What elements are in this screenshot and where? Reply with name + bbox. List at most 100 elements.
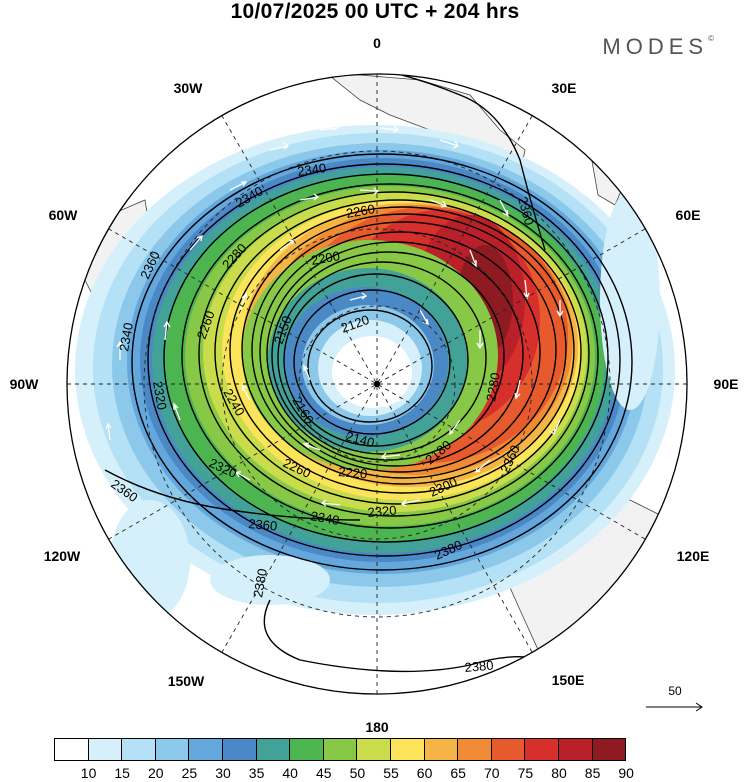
colorbar-swatch	[389, 738, 425, 761]
colorbar-tick-label: 40	[282, 765, 298, 781]
map-disc	[67, 74, 687, 694]
colorbar-swatch	[154, 738, 190, 761]
colorbar-tick-label: 30	[215, 765, 231, 781]
colorbar-tick-label: 20	[148, 765, 164, 781]
contour-label: 2360	[515, 195, 537, 227]
wind-arrow	[549, 419, 561, 436]
wind-arrow	[349, 292, 368, 301]
colorbar-tick-label: 15	[114, 765, 130, 781]
brand-text: MODES	[602, 34, 709, 59]
contour-ring	[266, 241, 524, 467]
contour-ring	[214, 199, 582, 505]
contour-ring	[163, 173, 609, 543]
wind-arrow	[241, 384, 251, 401]
wind-arrow	[476, 330, 484, 350]
contour-ring	[307, 309, 433, 423]
colorbar-swatch	[289, 738, 324, 761]
contour-ring	[271, 251, 505, 461]
contour-label: 2140	[344, 428, 376, 450]
wind-arrow	[499, 199, 509, 218]
lon-label-120e: 120E	[677, 548, 710, 564]
wind-arrow	[319, 124, 340, 131]
contour-2360-sw	[104, 469, 361, 521]
arrow-right-icon	[646, 702, 703, 712]
colorbar-swatch	[356, 738, 391, 761]
contour-ring	[198, 191, 590, 517]
contour-ring	[229, 206, 575, 494]
contour-ring	[283, 273, 469, 447]
brand-logo: MODES©	[602, 34, 714, 60]
contour-label: 2340	[116, 321, 136, 352]
colorbar-tick-label: 50	[349, 765, 366, 781]
reference-vector-label: 50	[668, 684, 682, 698]
contour-label: 2220	[338, 464, 368, 481]
lon-label-150w: 150W	[168, 673, 205, 689]
chart-title: 10/07/2025 00 UTC + 204 hrs	[230, 0, 520, 23]
contour-ring	[293, 289, 451, 435]
colorbar-swatch	[54, 738, 89, 761]
lon-label-30e: 30E	[552, 80, 577, 96]
colorbar-tick-label: 85	[584, 765, 601, 781]
wind-arrow	[379, 125, 400, 133]
wind-arrow	[229, 181, 248, 191]
wind-arrow	[320, 499, 341, 507]
longitude-labels: 0 30E 60E 90E 120E 150E 180 150W 120W 90…	[10, 35, 739, 735]
wind-arrow	[475, 459, 491, 473]
contour-2380-south	[263, 599, 549, 673]
wind-arrow	[189, 234, 203, 251]
wind-arrow	[269, 142, 290, 151]
colorbar-tick-label: 90	[618, 765, 634, 781]
wind-arrow	[523, 279, 530, 300]
wind-arrow	[449, 419, 461, 436]
contour-label: 2260	[345, 201, 376, 221]
contour-ring	[241, 213, 567, 485]
height-contours	[104, 74, 633, 673]
core-white	[332, 336, 412, 408]
contour-label: 2280	[483, 371, 503, 402]
meridian-30e-150w	[221, 115, 533, 653]
colorbar-swatch	[121, 738, 156, 761]
copyright-mark: ©	[708, 34, 714, 43]
wind-arrow	[556, 300, 564, 318]
wind-arrow	[302, 442, 321, 451]
colorbar-tick-label: 45	[316, 765, 332, 781]
meridian-60e-120w	[108, 228, 646, 540]
latitude-circle	[143, 150, 611, 618]
reference-vector: 50	[640, 684, 710, 714]
wind-speed-shading	[75, 125, 675, 620]
wind-arrow	[163, 320, 171, 341]
graticule	[67, 74, 687, 694]
colorbar-tick-label: 55	[383, 765, 399, 781]
contour-ring	[131, 153, 633, 571]
wind-arrow	[514, 379, 521, 400]
colorbar-labels: 10 15 20 25 30 35 40 45 50 55 60 65 70 75 80 85 90	[55, 765, 750, 782]
contour-ring	[147, 163, 621, 557]
lon-label-120w: 120W	[44, 548, 81, 564]
south-pole-dot	[374, 381, 380, 387]
contour-ring	[277, 261, 487, 455]
colorbar-swatch	[322, 738, 358, 761]
contour-label: 2340	[296, 160, 327, 179]
contour-label: 2200	[310, 248, 341, 268]
lon-label-150e: 150E	[552, 672, 585, 688]
contour-label: 2380	[464, 658, 494, 675]
wind-arrow	[359, 187, 380, 195]
colorbar-tick-label: 75	[517, 765, 534, 781]
contour-label: 2360	[248, 516, 278, 533]
lon-label-60w: 60W	[49, 207, 79, 223]
wind-arrow	[400, 499, 421, 507]
wind-arrow	[173, 402, 181, 421]
contour-label: 2380	[250, 567, 270, 598]
contour-ring	[181, 183, 599, 529]
colorbar-swatch	[188, 738, 223, 761]
wind-arrow	[303, 364, 311, 381]
colorbar-swatch	[423, 738, 459, 761]
colorbar-swatch	[255, 738, 291, 761]
wind-arrow	[382, 399, 401, 408]
contour-label: 2320	[150, 380, 170, 411]
colorbar-swatch	[524, 738, 559, 761]
colorbar-tick-label: 60	[416, 765, 433, 781]
colorbar-swatch	[221, 738, 257, 761]
wind-arrow	[234, 471, 251, 481]
